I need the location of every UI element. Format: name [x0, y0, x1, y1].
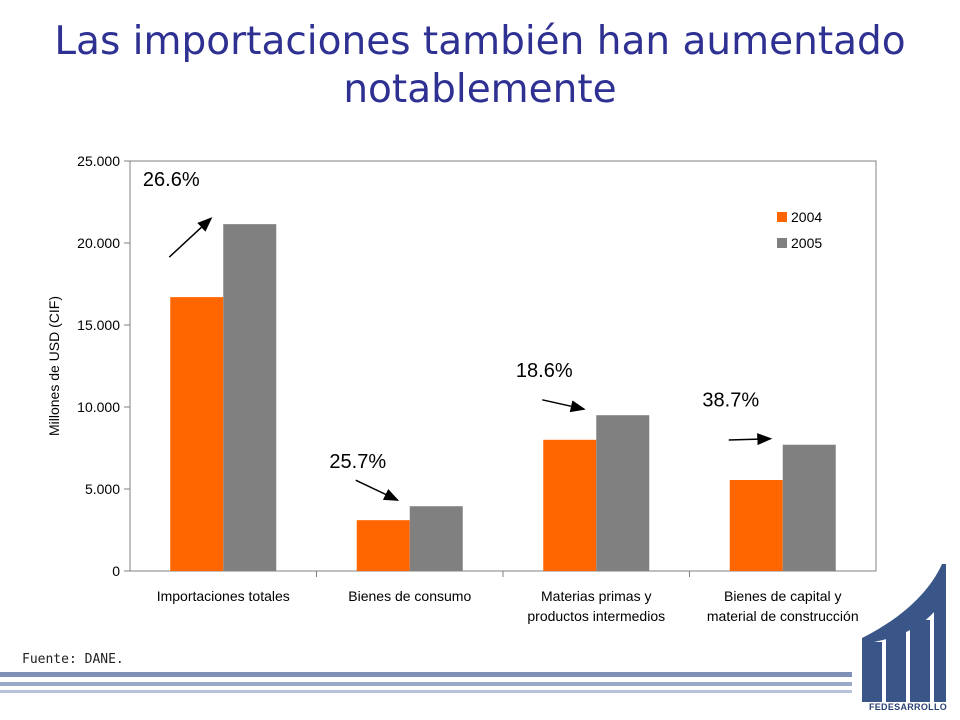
source-note: Fuente: DANE.	[22, 652, 124, 667]
y-tick-label: 20.000	[77, 235, 120, 251]
growth-arrow	[542, 399, 586, 413]
growth-arrow	[728, 433, 773, 446]
bar-2004	[170, 297, 224, 571]
bar-2005	[782, 444, 836, 571]
footer-band-bottom	[0, 690, 852, 693]
growth-arrow	[355, 479, 400, 501]
x-tick-label: productos intermedios	[527, 608, 665, 624]
x-tick-label: material de construcción	[707, 608, 859, 624]
bar-2005	[223, 224, 277, 571]
footer-band-middle	[0, 682, 852, 686]
fedesarrollo-logo	[862, 564, 946, 702]
x-tick-label: Bienes de capital y	[724, 588, 842, 604]
legend-swatch-2004	[777, 212, 787, 222]
slide-title: Las importaciones también han aumentado …	[0, 18, 960, 114]
x-tick-label: Materias primas y	[541, 588, 651, 604]
bar-2004	[356, 520, 410, 571]
bar-2005	[596, 415, 650, 571]
footer-band-top	[0, 672, 852, 677]
legend-label-2004: 2004	[791, 209, 822, 225]
legend-swatch-2005	[777, 238, 787, 248]
slide-title-line-1: Las importaciones también han aumentado	[54, 19, 906, 64]
legend-label-2005: 2005	[791, 235, 822, 251]
x-tick-label: Importaciones totales	[157, 588, 290, 604]
x-tick-label: Bienes de consumo	[348, 588, 471, 604]
logo-bar-1	[862, 642, 882, 702]
y-axis-label: Millones de USD (CIF)	[46, 296, 62, 436]
y-tick-label: 0	[112, 563, 120, 579]
growth-arrow	[168, 217, 213, 258]
y-tick-label: 5.000	[85, 481, 120, 497]
growth-label: 25.7%	[329, 451, 386, 473]
bar-2004	[729, 479, 783, 571]
y-tick-label: 25.000	[77, 153, 120, 169]
logo-bar-3	[910, 620, 930, 702]
y-tick-label: 15.000	[77, 317, 120, 333]
slide-title-line-2: notablemente	[343, 67, 617, 112]
logo-label: FEDESARROLLO	[868, 702, 948, 712]
bar-2005	[409, 506, 463, 571]
growth-label: 38.7%	[702, 390, 759, 412]
growth-label: 18.6%	[516, 360, 573, 382]
logo-bar-2	[886, 632, 906, 702]
y-tick-label: 10.000	[77, 399, 120, 415]
growth-label: 26.6%	[143, 169, 200, 191]
logo-curve	[862, 564, 946, 702]
bar-2004	[543, 439, 597, 571]
